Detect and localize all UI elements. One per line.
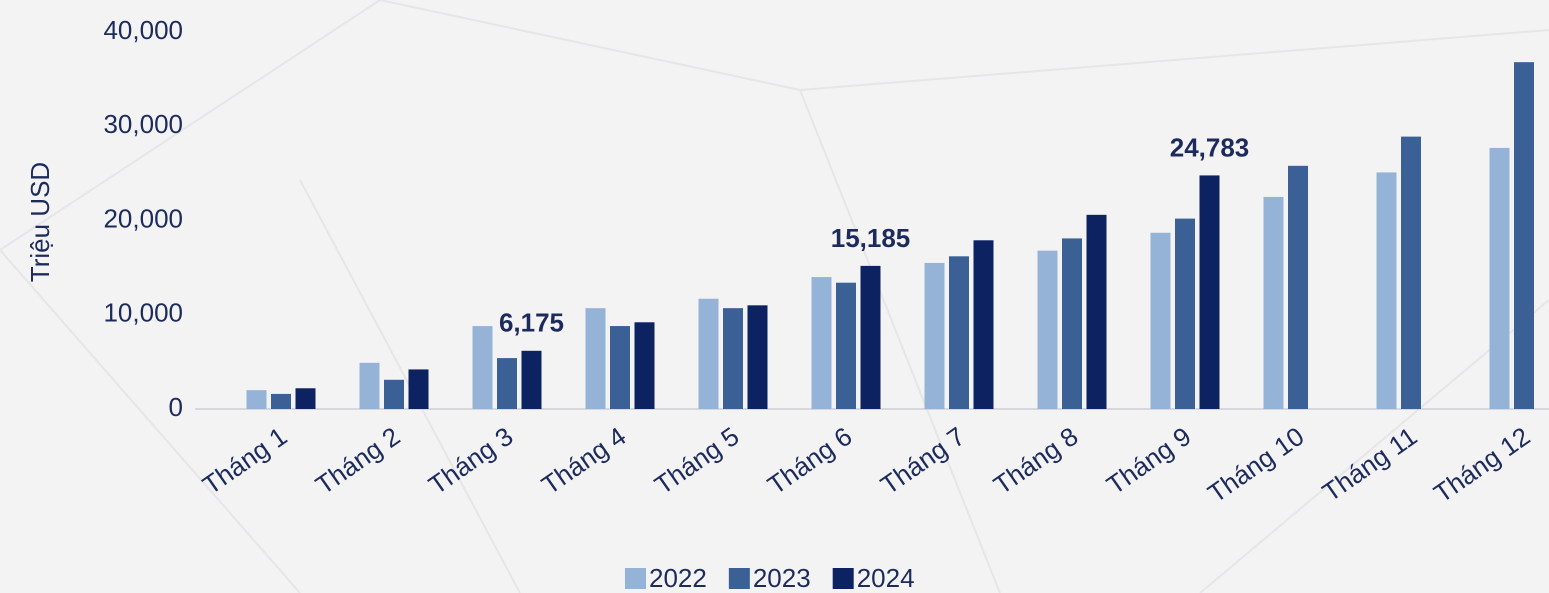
bar bbox=[1489, 147, 1510, 410]
x-tick-label: Tháng 4 bbox=[536, 421, 631, 500]
bar bbox=[246, 390, 267, 409]
bar bbox=[698, 298, 719, 409]
y-tick-label: 20,000 bbox=[103, 203, 183, 233]
data-label: 24,783 bbox=[1170, 132, 1250, 162]
x-tick-label: Tháng 8 bbox=[988, 421, 1083, 500]
bar bbox=[860, 265, 881, 409]
y-tick-label: 10,000 bbox=[103, 298, 183, 328]
bar bbox=[472, 326, 493, 409]
legend-swatch bbox=[728, 568, 750, 589]
x-tick-label: Tháng 7 bbox=[875, 421, 970, 500]
bar bbox=[634, 322, 655, 409]
bar bbox=[1263, 196, 1284, 409]
legend-label: 2022 bbox=[649, 563, 707, 593]
bar bbox=[295, 388, 316, 409]
bar bbox=[836, 282, 856, 409]
bar bbox=[521, 350, 542, 409]
x-tick-label: Tháng 1 bbox=[197, 421, 292, 500]
legend-label: 2023 bbox=[753, 563, 811, 593]
bar bbox=[408, 369, 429, 409]
bar bbox=[1376, 172, 1397, 409]
bar bbox=[811, 277, 832, 409]
bar bbox=[1150, 232, 1171, 409]
legend-swatch bbox=[832, 568, 854, 589]
legend-swatch bbox=[625, 568, 646, 589]
bar bbox=[271, 393, 291, 409]
bar bbox=[1288, 165, 1308, 409]
bar bbox=[1175, 218, 1195, 409]
bar bbox=[610, 326, 630, 409]
legend-label: 2024 bbox=[857, 563, 915, 593]
y-tick-label: 30,000 bbox=[103, 109, 183, 139]
x-tick-label: Tháng 9 bbox=[1101, 421, 1196, 500]
y-tick-label: 40,000 bbox=[103, 15, 183, 45]
bar bbox=[747, 305, 768, 409]
data-label: 6,175 bbox=[499, 308, 564, 338]
bar bbox=[1401, 136, 1421, 409]
bar bbox=[1037, 250, 1058, 409]
x-tick-label: Tháng 10 bbox=[1202, 421, 1309, 509]
y-tick-label: 0 bbox=[169, 392, 183, 422]
bar bbox=[497, 358, 517, 409]
bar bbox=[949, 256, 969, 409]
bar bbox=[723, 308, 743, 409]
x-tick-label: Tháng 5 bbox=[649, 421, 744, 500]
bar bbox=[973, 240, 994, 409]
bar bbox=[1514, 62, 1534, 409]
x-tick-label: Tháng 3 bbox=[423, 421, 518, 500]
bar bbox=[1199, 175, 1220, 409]
data-label: 15,185 bbox=[831, 223, 911, 253]
x-tick-label: Tháng 2 bbox=[310, 421, 405, 500]
bar bbox=[924, 262, 945, 409]
x-tick-label: Tháng 11 bbox=[1317, 421, 1423, 507]
bar bbox=[359, 362, 380, 409]
bar bbox=[1086, 214, 1107, 409]
x-tick-label: Tháng 6 bbox=[762, 421, 857, 500]
y-axis-label: Triệu USD bbox=[25, 162, 55, 282]
bar bbox=[585, 308, 606, 409]
x-tick-label: Tháng 12 bbox=[1428, 421, 1535, 509]
bar bbox=[1062, 238, 1082, 409]
bar bbox=[384, 379, 404, 409]
